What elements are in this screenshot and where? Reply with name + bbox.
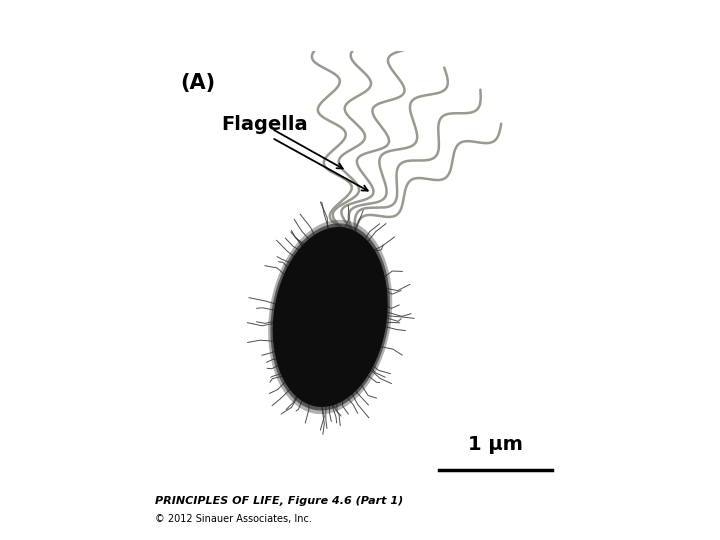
Text: Figure 4.6  Prokaryotic Flagella (Part 1): Figure 4.6 Prokaryotic Flagella (Part 1)	[9, 9, 359, 26]
Text: © 2012 Sinauer Associates, Inc.: © 2012 Sinauer Associates, Inc.	[155, 514, 312, 524]
Text: PRINCIPLES OF LIFE, Figure 4.6 (Part 1): PRINCIPLES OF LIFE, Figure 4.6 (Part 1)	[155, 496, 403, 505]
Text: (A): (A)	[180, 73, 215, 93]
Ellipse shape	[271, 224, 390, 410]
Ellipse shape	[268, 220, 392, 414]
Text: Flagella: Flagella	[222, 115, 308, 134]
Ellipse shape	[273, 227, 387, 407]
Text: 1 μm: 1 μm	[468, 435, 523, 454]
